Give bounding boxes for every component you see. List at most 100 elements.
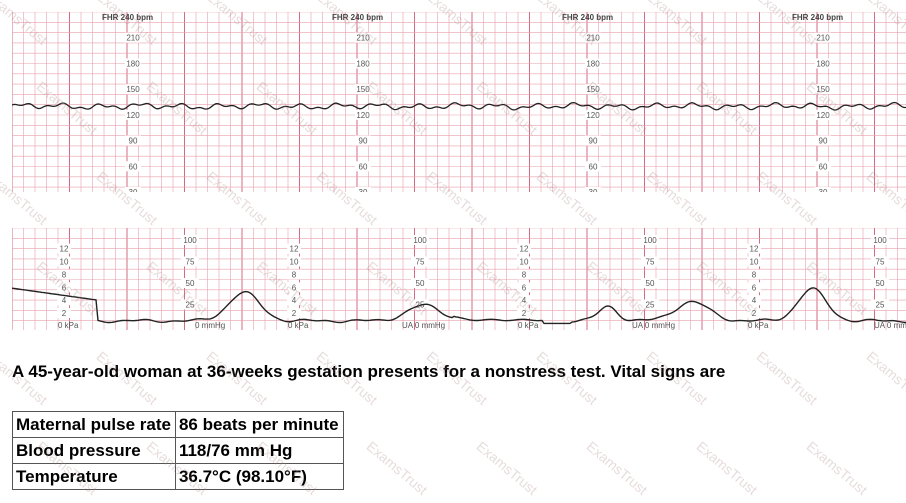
label-bg [815,109,831,120]
label-bg [815,187,831,192]
label-bg [747,243,761,254]
label-bg [125,109,141,120]
label-bg [517,256,531,267]
label-bg [355,84,371,95]
ua-zero-label: UA 0 mmHg [874,321,906,330]
vital-signs-table: Maternal pulse rate 86 beats per minute … [12,411,344,490]
label-bg [871,299,889,310]
label-bg [57,282,71,293]
label-bg [815,161,831,172]
ua-mmhg-label: 100 [873,236,887,245]
label-bg [125,135,141,146]
uterine-activity-strip: 12 10 8 6 4 2 0 kPa 12 10 8 6 4 2 0 kPa 12 10 8 6 4 2 0 kPa 1… [12,228,906,330]
ua-mmhg-label: 75 [416,258,425,267]
ua-kpa-label: 2 [522,309,527,318]
label-bg [517,243,531,254]
label-bg [585,161,601,172]
ua-mmhg-label: 50 [646,279,655,288]
vitals-label: Blood pressure [12,437,176,464]
ua-kpa-label: 2 [292,309,297,318]
ua-kpa-zero-label: 0 kPa [518,321,539,330]
fhr-header-label: FHR 240 bpm [562,13,613,22]
label-bg [585,109,601,120]
ua-mmhg-zero-label: 0 mmHg [195,321,225,330]
label-bg [125,58,141,69]
ua-kpa-label: 8 [522,270,527,279]
fhr-scale-label: 60 [819,162,828,171]
label-bg [355,32,371,43]
ua-kpa-label: 10 [520,258,529,267]
label-bg [181,278,199,288]
label-bg [287,295,301,306]
label-bg [355,109,371,120]
fetal-heart-rate-strip: FHR 240 bpm 210 180 150 120 90 60 30 FHR 240 bpm… [12,12,906,192]
vitals-label: Maternal pulse rate [12,411,176,438]
watermark-text: ExamsTrust [863,348,906,408]
ua-kpa-label: 12 [290,245,299,254]
fhr-scale-label: 90 [359,137,368,146]
fhr-scale-label: 180 [586,59,600,68]
label-bg [181,299,199,310]
label-bg [125,187,141,192]
ua-kpa-zero-label: 0 kPa [288,321,309,330]
ua-kpa-label: 4 [522,296,527,305]
fhr-scale-label: 180 [816,59,830,68]
ua-kpa-label: 10 [290,258,299,267]
ua-kpa-label: 6 [522,283,527,292]
label-bg [747,269,761,280]
fhr-scale-label: 150 [356,85,370,94]
vitals-value: 86 beats per minute [174,411,344,438]
label-bg [57,256,71,267]
label-bg [355,58,371,69]
ua-kpa-label: 8 [292,270,297,279]
fhr-header-label: FHR 240 bpm [102,13,153,22]
fhr-scale-label: 60 [129,162,138,171]
label-bg [287,308,301,319]
fhr-scale-label: 120 [126,111,140,120]
ua-kpa-label: 2 [752,309,757,318]
ua-kpa-label: 2 [62,309,67,318]
ua-trace-line [12,287,906,325]
ua-kpa-zero-label: 0 kPa [58,321,79,330]
label-bg [585,32,601,43]
vitals-row: Temperature 36.7°C (98.10°F) [12,463,344,490]
label-bg [125,161,141,172]
ua-kpa-label: 4 [292,296,297,305]
label-bg [411,278,429,288]
fhr-scale-label: 30 [129,188,138,192]
fhr-scale-label: 90 [589,137,598,146]
label-bg [411,256,429,267]
label-bg [815,32,831,43]
fhr-scale-label: 150 [816,85,830,94]
ua-mmhg-label: 25 [876,301,885,310]
label-bg [517,295,531,306]
ua-mmhg-label: 75 [186,258,195,267]
fhr-scale-label: 210 [126,34,140,43]
vitals-value: 118/76 mm Hg [174,437,344,464]
fhr-scale-label: 180 [126,59,140,68]
ua-kpa-label: 12 [750,245,759,254]
label-bg [871,235,889,245]
ua-mmhg-label: 100 [183,236,197,245]
vitals-label: Temperature [12,463,176,490]
label-bg [517,308,531,319]
ua-mmhg-label: 100 [643,236,657,245]
watermark-text: ExamsTrust [473,438,541,498]
label-bg [57,308,71,319]
label-bg [411,235,429,245]
label-bg [355,187,371,192]
label-bg [585,187,601,192]
label-bg [287,269,301,280]
ua-mmhg-label: 50 [416,279,425,288]
ua-mmhg-label: 25 [646,301,655,310]
ua-kpa-label: 12 [60,245,69,254]
watermark-text: ExamsTrust [693,438,761,498]
vitals-value: 36.7°C (98.10°F) [174,463,344,490]
fhr-scale-label: 120 [356,111,370,120]
fhr-header-label: FHR 240 bpm [792,13,843,22]
label-bg [287,243,301,254]
fhr-scale-label: 210 [816,34,830,43]
label-bg [287,282,301,293]
ua-kpa-label: 10 [60,258,69,267]
label-bg [815,84,831,95]
